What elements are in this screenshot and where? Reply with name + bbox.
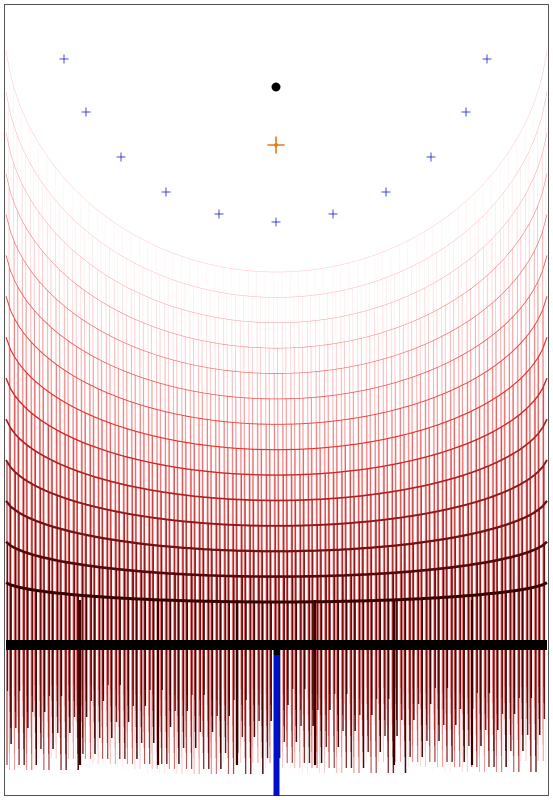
baseline-bar bbox=[6, 640, 547, 650]
orange-star-marker bbox=[267, 136, 285, 154]
star-center bbox=[430, 156, 432, 158]
blue-star-marker bbox=[214, 209, 224, 219]
center-stem bbox=[273, 649, 280, 796]
sag-curve bbox=[5, 459, 548, 527]
sag-curve bbox=[5, 337, 548, 451]
star-center bbox=[120, 156, 122, 158]
blue-star-marker bbox=[116, 152, 126, 162]
star-center bbox=[332, 213, 334, 215]
blue-star-marker bbox=[59, 54, 69, 64]
blue-star-marker bbox=[161, 187, 171, 197]
sag-curve bbox=[5, 581, 548, 604]
dot-marker bbox=[271, 82, 281, 92]
star-center bbox=[63, 58, 65, 60]
sag-curve bbox=[5, 377, 548, 476]
markers bbox=[59, 54, 492, 227]
blue-star-marker bbox=[482, 54, 492, 64]
blue-star-marker bbox=[81, 107, 91, 117]
star-center bbox=[275, 221, 277, 223]
sag-curve bbox=[5, 540, 548, 578]
star-center bbox=[465, 111, 467, 113]
sag-curve bbox=[5, 173, 548, 349]
sag-curve bbox=[5, 418, 548, 502]
sag-curves bbox=[5, 50, 548, 604]
sag-curve bbox=[5, 255, 548, 400]
sag-curve bbox=[5, 91, 548, 298]
blue-star-marker bbox=[271, 217, 281, 227]
blue-star-marker bbox=[426, 152, 436, 162]
star-center bbox=[165, 191, 167, 193]
sag-curve bbox=[5, 50, 548, 273]
star-center bbox=[486, 58, 488, 60]
stem-cap bbox=[273, 649, 280, 655]
blue-star-marker bbox=[461, 107, 471, 117]
sag-curve bbox=[5, 132, 548, 324]
sag-curve bbox=[5, 500, 548, 553]
star-center bbox=[218, 213, 220, 215]
sag-curve bbox=[5, 296, 548, 425]
star-center bbox=[274, 143, 278, 147]
blue-star-marker bbox=[328, 209, 338, 219]
star-center bbox=[85, 111, 87, 113]
star-center bbox=[385, 191, 387, 193]
blue-star-marker bbox=[381, 187, 391, 197]
sag-curve bbox=[5, 214, 548, 374]
